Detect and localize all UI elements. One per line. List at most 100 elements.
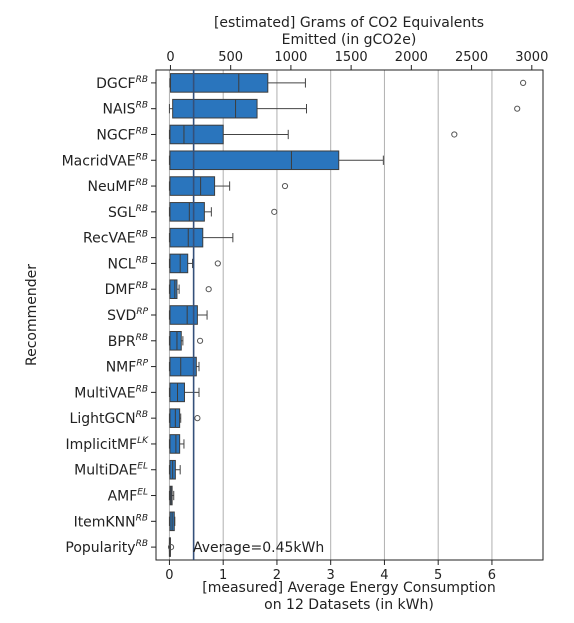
box-popularity [167,537,175,557]
category-axis: DGCFRBNAISRBNGCFRBMacridVAERBNeuMFRBSGLR… [62,75,156,556]
category-superscript: RB [136,152,148,162]
iqr-box [172,98,258,119]
outlier-point-0 [271,208,278,215]
top-tick-label-5: 2500 [455,50,488,65]
outlier-point-0 [520,79,527,86]
bottom-tick-label-4: 4 [380,568,388,583]
iqr-box [169,253,189,274]
outlier-point-0 [194,415,201,422]
box-dmf [168,279,212,299]
iqr-box [169,176,216,196]
box-dgcf [169,73,527,93]
category-superscript: RB [136,230,148,240]
category-superscript: RB [136,513,148,523]
category-name: BPR [108,334,136,350]
box-bpr [168,331,204,351]
category-label-11: NMFRP [106,359,149,376]
box-recvae [168,227,234,248]
top-tick-label-6: 3000 [515,50,548,65]
box-marks [167,70,527,560]
category-label-16: AMFEL [108,488,148,505]
average-annotation: Average=0.45kWh [193,540,324,556]
iqr-box [169,202,205,222]
category-superscript: RB [136,410,148,420]
category-name: DGCF [96,76,135,92]
category-superscript: RB [136,539,148,549]
outlier-point-0 [281,182,289,190]
category-label-10: BPRRB [108,333,148,350]
outlier-point-0 [514,105,521,112]
category-label-15: MultiDAEEL [74,462,148,479]
category-name: MultiVAE [74,385,135,401]
outlier-point-0 [214,260,221,267]
iqr-box [169,279,178,299]
iqr-box [169,124,224,145]
box-lightgcn [168,408,201,428]
box-implicitmf [168,434,185,454]
category-superscript: RB [136,384,148,394]
bottom-tick-label-1: 1 [219,568,227,583]
outlier-point-0 [167,544,175,551]
category-superscript: RB [136,281,148,291]
category-label-6: RecVAERB [83,230,148,247]
outlier-point-0 [451,131,458,138]
iqr-box [169,150,340,171]
category-superscript: RP [136,359,148,369]
iqr-box [170,73,269,93]
box-macridvae [168,150,384,171]
category-name: NCL [108,256,136,272]
category-name: LightGCN [70,411,136,427]
category-superscript: RB [136,204,148,214]
category-name: MultiDAE [74,463,137,479]
category-label-14: ImplicitMFLK [65,436,149,453]
top-axis-title-line2: Emitted (in gCO2e) [282,32,417,48]
category-name: NeuMF [87,179,135,195]
category-label-18: PopularityRB [65,539,148,556]
bottom-axis-title-line1: [measured] Average Energy Consumption [202,580,495,596]
iqr-box [169,305,198,325]
top-tick-label-4: 2000 [395,50,428,65]
category-name: MacridVAE [62,153,136,169]
category-name: NGCF [96,127,135,143]
category-name: SVD [107,308,136,324]
top-axis-title-line1: [estimated] Grams of CO2 Equivalents [214,15,484,31]
category-superscript: RB [136,333,148,343]
category-superscript: EL [137,462,148,472]
category-name: SGL [108,205,136,221]
category-label-2: NGCFRB [96,126,148,143]
bottom-axis: 0 1 2 3 4 5 6 [165,560,496,583]
category-label-1: NAISRB [102,101,148,118]
category-label-5: SGLRB [108,204,148,221]
category-label-12: MultiVAERB [74,384,148,401]
category-label-7: NCLRB [108,255,149,272]
box-sgl [168,202,278,222]
category-superscript: RB [136,101,148,111]
category-name: NMF [106,360,137,376]
box-amf [168,485,175,506]
category-name: ItemKNN [74,514,136,530]
bottom-axis-title-line2: on 12 Datasets (in kWh) [264,597,434,613]
outlier-point-0 [205,286,212,293]
bottom-tick-label-2: 2 [273,568,281,583]
category-superscript: LK [137,436,149,446]
box-nmf [168,356,200,377]
iqr-box [169,408,181,428]
box-multivae [168,382,200,403]
top-axis: 0 500 1000 1500 2000 2500 3000 [166,50,548,70]
category-superscript: RB [136,178,148,188]
box-itemknn [168,511,176,532]
box-nais [168,98,521,119]
category-label-9: SVDRP [107,307,149,324]
box-ngcf [168,124,458,145]
category-name: RecVAE [83,231,136,247]
box-svd [168,305,208,325]
box-multidae [168,459,181,480]
category-label-13: LightGCNRB [70,410,148,427]
category-label-8: DMFRB [105,281,148,298]
iqr-box [169,331,182,351]
category-name: Popularity [65,540,135,556]
top-tick-label-1: 500 [218,50,243,65]
bottom-tick-label-0: 0 [165,568,173,583]
box-neumf [168,176,289,196]
category-superscript: RB [136,255,148,265]
